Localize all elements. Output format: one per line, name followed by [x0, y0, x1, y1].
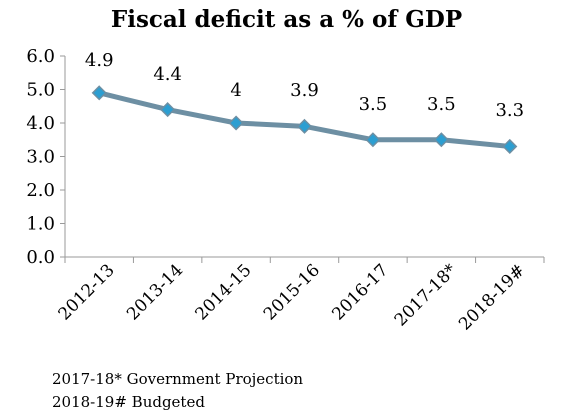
- x-tick-label: 2016-17: [328, 260, 392, 324]
- data-point: [228, 115, 244, 131]
- data-label: 4.4: [153, 64, 182, 85]
- data-label: 4: [230, 80, 241, 101]
- y-tick-label: 5.0: [26, 80, 55, 101]
- data-point: [433, 132, 449, 148]
- data-point: [91, 85, 107, 101]
- x-tick-label: 2017-18*: [391, 260, 461, 330]
- y-tick-label: 2.0: [26, 180, 55, 201]
- y-tick-label: 3.0: [26, 147, 55, 168]
- x-tick-label: 2013-14: [123, 260, 187, 324]
- data-point: [160, 102, 176, 118]
- chart-title: Fiscal deficit as a % of GDP: [110, 6, 463, 33]
- x-tick-label: 2012-13: [55, 260, 119, 324]
- data-label: 3.5: [427, 94, 456, 115]
- y-tick-label: 0.0: [26, 247, 55, 268]
- y-tick-label: 6.0: [26, 46, 55, 67]
- footnote-projection: 2017-18* Government Projection: [52, 370, 304, 388]
- y-tick-label: 4.0: [26, 113, 55, 134]
- x-tick-label: 2014-15: [192, 260, 256, 324]
- footnote-budgeted: 2018-19# Budgeted: [52, 393, 205, 411]
- x-tick-label: 2018-19#: [455, 260, 529, 334]
- data-label: 3.3: [495, 100, 524, 121]
- data-point: [296, 118, 313, 134]
- data-label: 3.9: [290, 80, 319, 101]
- data-label: 3.5: [359, 94, 388, 115]
- x-tick-label: 2015-16: [260, 260, 324, 324]
- data-point: [502, 138, 518, 155]
- y-tick-label: 1.0: [26, 214, 55, 235]
- data-point: [365, 132, 381, 148]
- data-label: 4.9: [85, 50, 114, 71]
